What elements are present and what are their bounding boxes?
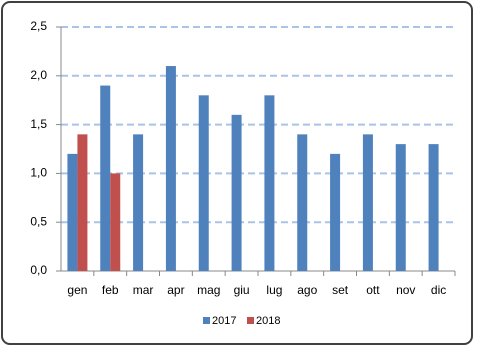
y-tick-label: 0,0: [30, 263, 47, 277]
bar: [133, 134, 144, 271]
bar: [110, 173, 121, 271]
bar: [100, 85, 111, 271]
x-tick-label: nov: [396, 283, 415, 297]
x-tick-label: lug: [266, 283, 282, 297]
x-tick-label: ott: [366, 283, 380, 297]
bar: [428, 144, 439, 271]
bar: [198, 95, 209, 271]
x-tick-label: ago: [297, 283, 317, 297]
x-tick-label: dic: [431, 283, 446, 297]
x-tick-label: apr: [167, 283, 184, 297]
x-tick-label: feb: [102, 283, 119, 297]
legend-swatch: [203, 317, 210, 324]
bar: [330, 153, 341, 271]
bar: [264, 95, 275, 271]
y-tick-label: 0,5: [30, 214, 47, 228]
y-tick-label: 2,5: [30, 19, 47, 33]
x-tick-label: giu: [234, 283, 250, 297]
bar: [231, 114, 242, 271]
bar: [297, 134, 308, 271]
bar: [165, 66, 176, 271]
bar: [67, 153, 78, 271]
x-tick-label: set: [332, 283, 349, 297]
y-tick-label: 2,0: [30, 68, 47, 82]
bar: [77, 134, 88, 271]
legend-label: 2017: [212, 315, 236, 327]
legend-swatch: [247, 317, 254, 324]
bar: [362, 134, 373, 271]
x-tick-label: gen: [67, 283, 87, 297]
legend-label: 2018: [256, 315, 280, 327]
bar: [395, 144, 406, 271]
x-tick-label: mag: [197, 283, 220, 297]
y-tick-label: 1,5: [30, 117, 47, 131]
x-tick-label: mar: [133, 283, 154, 297]
y-tick-label: 1,0: [30, 166, 47, 180]
